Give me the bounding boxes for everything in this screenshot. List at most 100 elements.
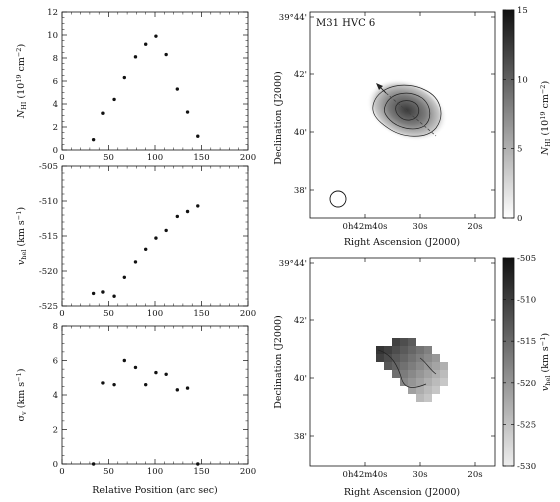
x-tick-label: 100 — [147, 467, 163, 477]
x-tick-label: 150 — [193, 153, 209, 163]
data-point — [154, 236, 158, 240]
y-tick-label: 12 — [47, 8, 58, 18]
map-y-tick-label: 42' — [294, 316, 307, 326]
velocity-pixel — [400, 338, 408, 346]
colorbar-tick-label: 15 — [517, 6, 528, 16]
panel-sigma-ylabel: σv (km s−1) — [15, 369, 28, 422]
data-point — [112, 97, 116, 102]
data-point — [164, 52, 168, 57]
velocity-pixel — [392, 362, 400, 370]
data-point — [91, 462, 96, 466]
velocity-pixel — [392, 354, 400, 362]
colorbar-tick-label: -510 — [517, 296, 536, 306]
data-point — [144, 382, 148, 387]
data-point — [185, 209, 190, 214]
data-point — [101, 111, 105, 115]
map-x-tick-label: 20s — [467, 470, 482, 480]
data-point — [91, 291, 96, 296]
map-y-tick-label: 38' — [294, 432, 307, 442]
velocity-pixel — [424, 354, 432, 362]
map-y-tick-label: 39°44' — [279, 259, 307, 269]
velocity-pixel — [400, 370, 408, 378]
y-tick-label: 10 — [47, 31, 58, 41]
beam-circle — [329, 190, 347, 208]
map-vhel: Declination (J2000) Right Ascension (J20… — [273, 257, 496, 498]
data-point — [196, 134, 200, 138]
x-tick-label: 0 — [59, 153, 64, 163]
colorbar-tick-label: 0 — [517, 214, 522, 224]
velocity-pixel — [408, 346, 416, 354]
map-nhi: M31 HVC 6 Declination (J2000) Right Asce… — [273, 11, 496, 248]
map-x-tick-label: 0h42m40s — [343, 470, 388, 480]
velocity-pixel — [400, 346, 408, 354]
velocity-pixel — [376, 346, 384, 354]
y-tick-label: -505 — [39, 162, 58, 172]
panel-sigma-frame — [61, 325, 249, 465]
map-y-tick-label: 38' — [294, 186, 307, 196]
velocity-pixel — [400, 378, 408, 386]
velocity-pixel — [424, 346, 432, 354]
colorbar-vhel: -505 -510 -515 -520 -525 -530 vhel (km s−1) — [502, 254, 552, 472]
y-tick-label: 0 — [53, 460, 58, 470]
data-point — [144, 247, 148, 251]
data-point — [133, 260, 138, 264]
panel-nhi-ylabel: NHI (1019 cm−2) — [15, 44, 28, 119]
colorbar-tick-label: -505 — [517, 254, 536, 264]
velocity-pixel — [408, 386, 416, 394]
panel-sigma: 0 50 100 150 200 0 2 4 6 8 σv (km s−1) Relative P… — [15, 322, 256, 496]
x-tick-label: 0 — [59, 309, 64, 319]
map-x-tick-label: 30s — [412, 470, 427, 480]
velocity-pixel — [408, 338, 416, 346]
colorbar-vhel-bar — [502, 257, 515, 467]
velocity-pixel — [424, 370, 432, 378]
y-tick-label: -515 — [39, 232, 58, 242]
velocity-pixel — [424, 386, 432, 394]
x-tick-label: 100 — [147, 153, 163, 163]
data-point — [112, 294, 116, 298]
panel-vhel-frame — [61, 165, 249, 307]
map-nhi-title: M31 HVC 6 — [316, 18, 375, 29]
map-y-tick-label: 39°44' — [279, 13, 307, 23]
velocity-pixel — [392, 370, 400, 378]
panel-sigma-xlabel: Relative Position (arc sec) — [92, 485, 217, 496]
x-tick-label: 150 — [193, 467, 209, 477]
data-point — [196, 462, 200, 466]
map-y-tick-label: 40' — [294, 374, 307, 384]
colorbar-tick-label: -525 — [517, 420, 536, 430]
velocity-pixel — [416, 378, 424, 386]
velocity-pixel — [392, 346, 400, 354]
data-point — [112, 382, 116, 387]
colorbar-nhi: 0 5 10 15 NHI (1019 cm−2) — [502, 6, 552, 224]
data-point — [164, 228, 168, 233]
velocity-pixel — [408, 362, 416, 370]
map-nhi-ylabel: Declination (J2000) — [273, 71, 284, 165]
panel-vhel-ylabel: vhel (km s−1) — [15, 207, 28, 265]
data-point — [175, 388, 180, 392]
velocity-pixel — [384, 346, 392, 354]
data-point — [185, 386, 190, 390]
velocity-pixel — [432, 378, 440, 386]
colorbar-tick-label: -530 — [517, 462, 536, 472]
velocity-pixel — [408, 354, 416, 362]
x-tick-label: 200 — [240, 467, 256, 477]
velocity-pixel — [416, 362, 424, 370]
velocity-pixel — [408, 378, 416, 386]
y-tick-label: -520 — [39, 267, 58, 277]
velocity-pixel — [392, 338, 400, 346]
velocity-pixel — [384, 362, 392, 370]
panel-nhi: 0 50 100 150 200 0 2 4 6 8 10 12 NHI (1019 cm−2) — [15, 8, 256, 163]
data-point — [91, 137, 96, 142]
data-point — [122, 358, 127, 363]
velocity-pixel — [384, 354, 392, 362]
x-tick-label: 50 — [103, 467, 114, 477]
velocity-pixel — [424, 394, 432, 402]
x-tick-label: 50 — [103, 309, 114, 319]
y-tick-label: -510 — [39, 197, 58, 207]
y-tick-label: 2 — [53, 426, 58, 436]
velocity-pixel — [400, 354, 408, 362]
map-vhel-xlabel: Right Ascension (J2000) — [344, 487, 460, 498]
y-tick-label: 8 — [53, 322, 58, 332]
map-nhi-xlabel: Right Ascension (J2000) — [344, 237, 460, 248]
y-tick-label: -525 — [39, 302, 58, 312]
velocity-pixel — [424, 378, 432, 386]
